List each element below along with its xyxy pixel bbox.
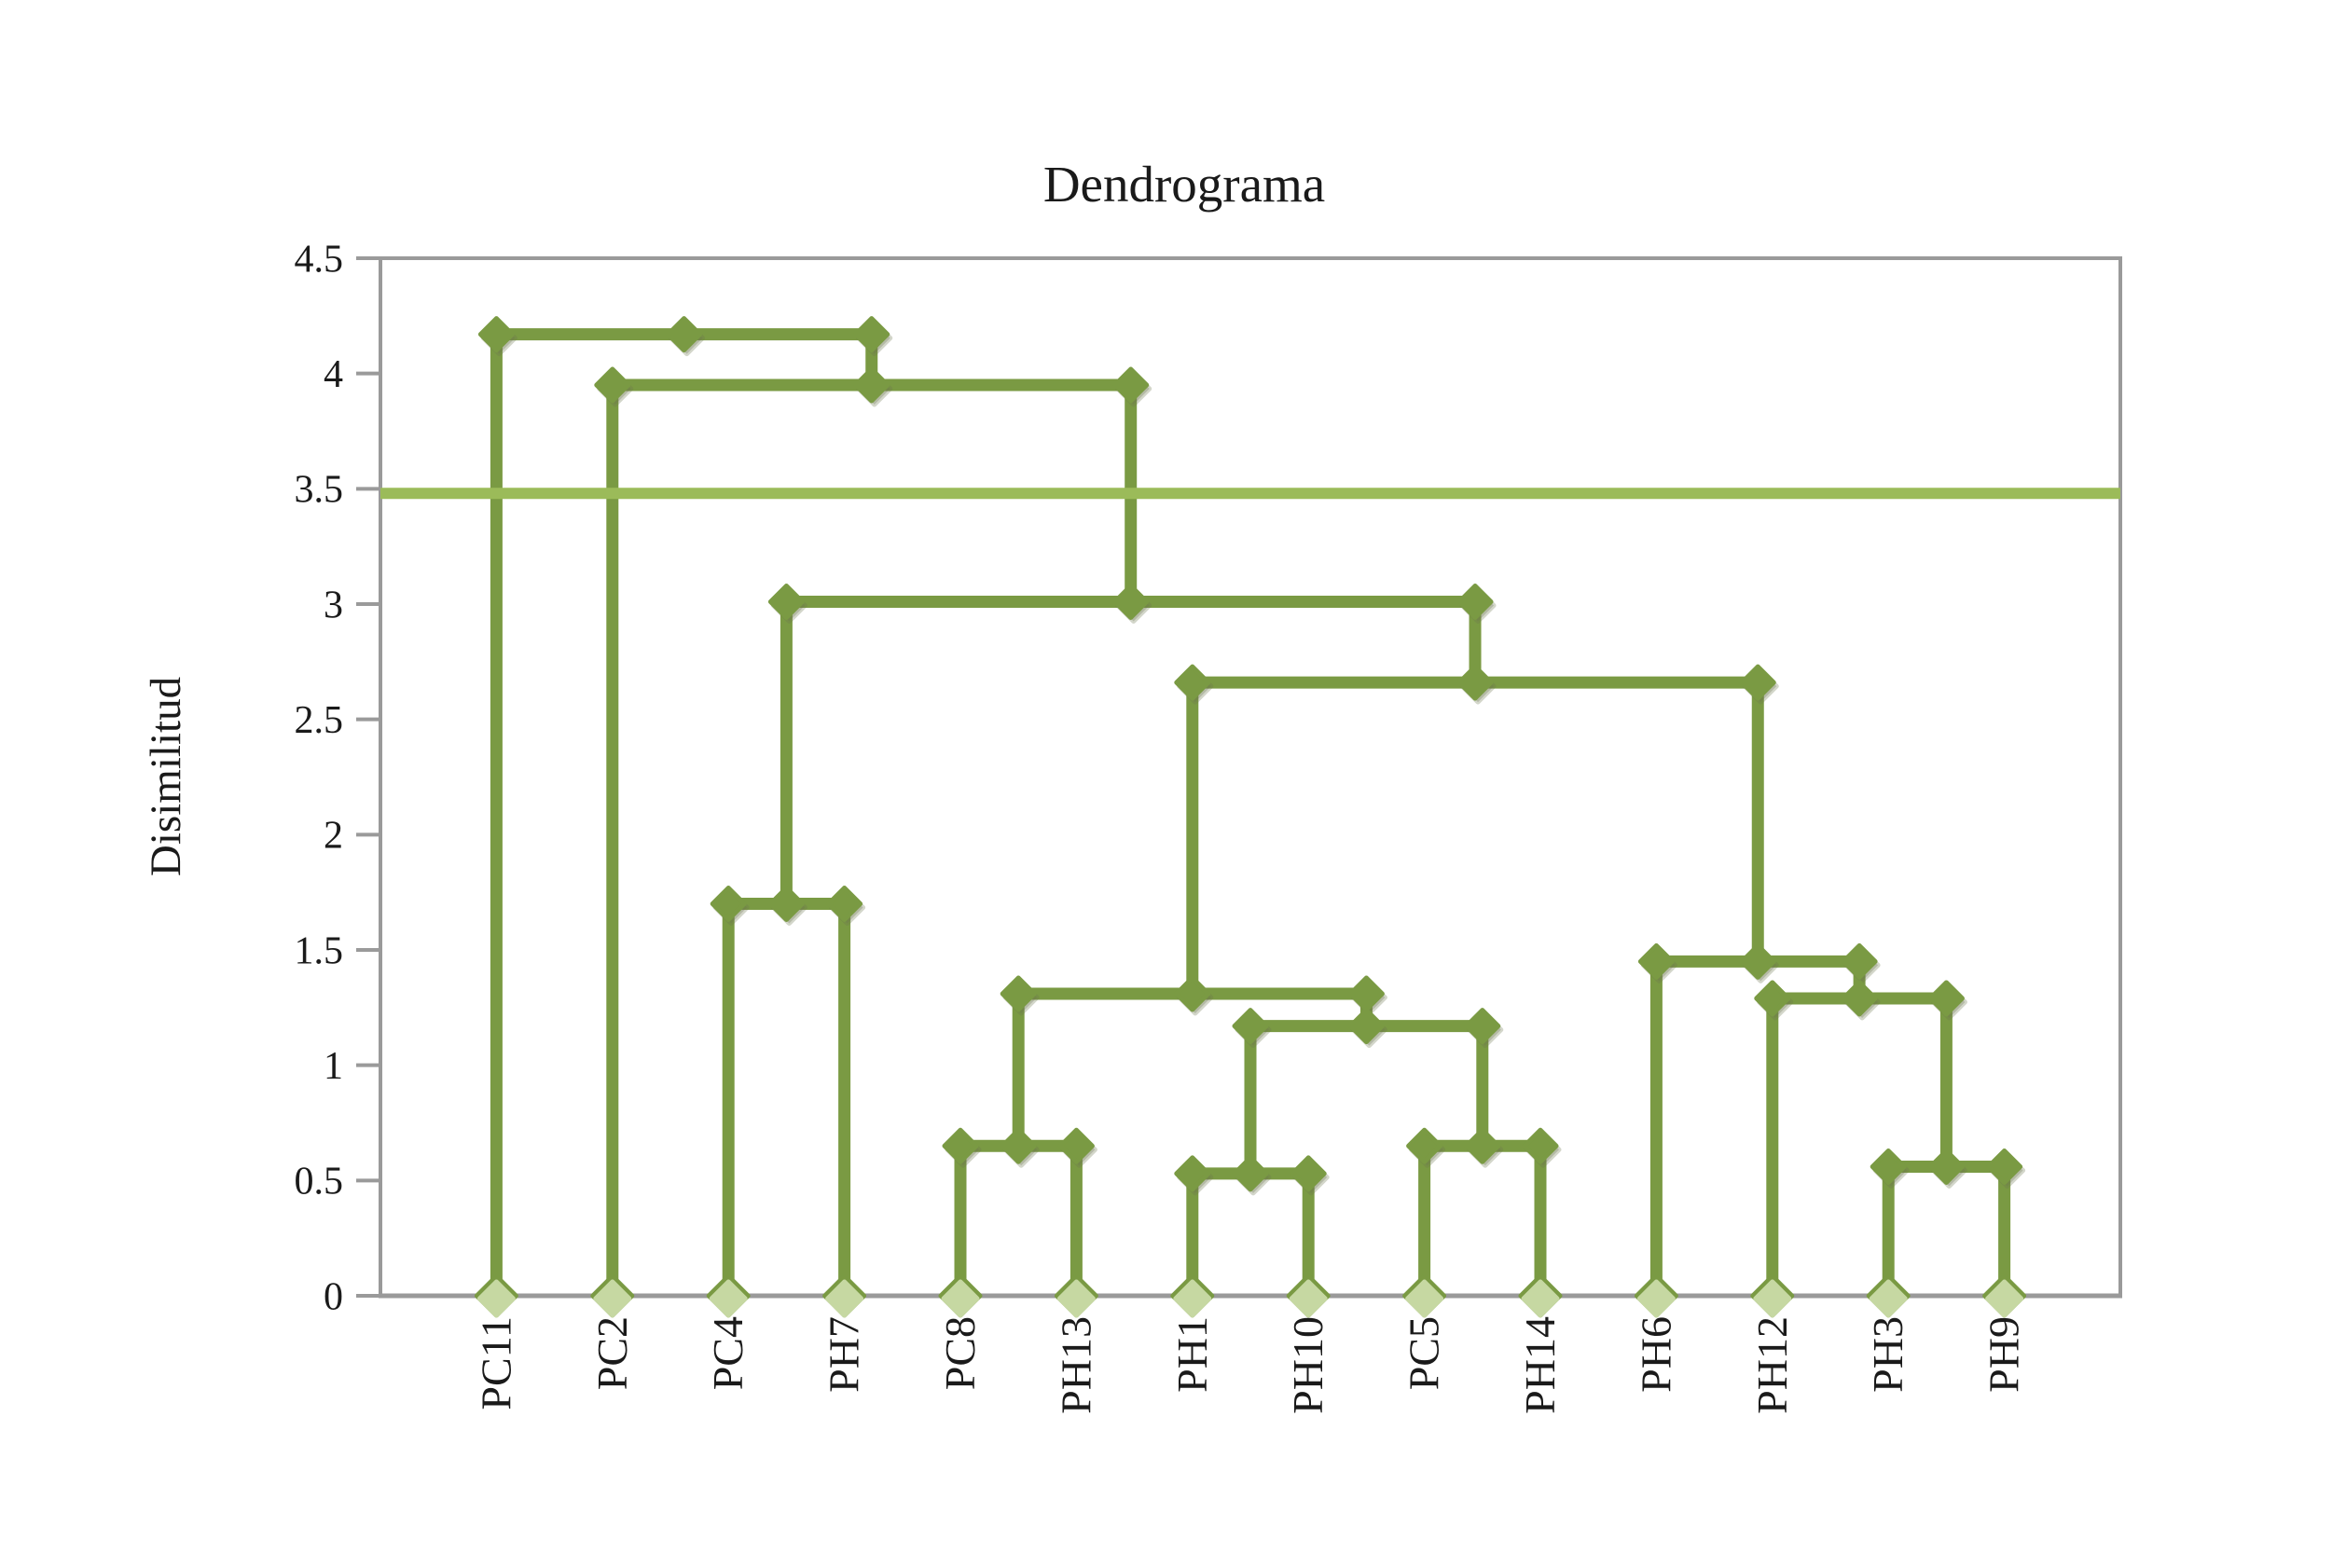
merge-node-diamond-icon [1870,1148,1907,1185]
x-leaf-label: PC2 [588,1316,636,1390]
x-leaf-label: PH14 [1516,1316,1564,1414]
merge-node-diamond-icon [1986,1148,2023,1185]
x-leaf-label: PH7 [821,1316,868,1393]
merge-node-diamond-icon [1057,1127,1095,1164]
merge-node-diamond-icon [666,316,703,353]
x-leaf-label: PH12 [1748,1316,1796,1414]
merge-node-diamond-icon [1174,1155,1211,1192]
merge-node-diamond-icon [853,366,890,404]
x-leaf-label: PC11 [472,1316,519,1410]
merge-node-diamond-icon [767,584,805,621]
merge-node-diamond-icon [594,366,631,404]
merge-node-diamond-icon [1456,664,1494,701]
merge-node-diamond-icon [1841,942,1878,980]
x-leaf-label: PC4 [704,1316,752,1390]
merge-node-diamond-icon [1347,1008,1385,1045]
y-tick-label: 1.5 [295,929,344,972]
y-tick-label: 2 [324,815,343,858]
merge-node-diamond-icon [1406,1127,1443,1164]
y-tick-label: 4 [324,353,343,396]
y-tick-label: 4.5 [295,238,344,281]
merge-node-diamond-icon [1290,1155,1327,1192]
leaf-marker-light-diamond-icon [1056,1279,1096,1318]
y-tick-label: 1 [324,1045,343,1088]
leaf-marker-light-diamond-icon [1636,1279,1676,1318]
merge-node-diamond-icon [942,1127,979,1164]
merge-node-diamond-icon [1232,1008,1269,1045]
merge-node-diamond-icon [710,886,747,923]
leaf-marker-light-diamond-icon [1521,1279,1560,1318]
x-leaf-label: PH3 [1864,1316,1911,1393]
chart-title: Dendrograma [1042,156,1326,213]
x-leaf-label: PC8 [936,1316,984,1390]
x-leaf-label: PH6 [1632,1316,1679,1393]
merge-node-diamond-icon [477,316,515,353]
x-leaf-label: PH9 [1980,1316,2028,1393]
y-tick-label: 3 [324,584,343,626]
leaf-marker-light-diamond-icon [476,1279,516,1318]
leaf-marker-light-diamond-icon [1869,1279,1908,1318]
merge-node-diamond-icon [1754,980,1791,1017]
merge-node-diamond-icon [1927,980,1965,1017]
y-axis-label: Disimilitud [142,676,190,877]
merge-node-diamond-icon [1000,1127,1037,1164]
merge-node-diamond-icon [1232,1155,1269,1192]
merge-node-diamond-icon [1739,664,1776,701]
merge-node-diamond-icon [1464,1127,1501,1164]
leaf-marker-light-diamond-icon [1173,1279,1212,1318]
y-tick-label: 0 [324,1275,343,1318]
leaf-marker-light-diamond-icon [941,1279,980,1318]
x-leaf-label: PC5 [1401,1316,1448,1390]
leaf-marker-light-diamond-icon [825,1279,864,1318]
merge-node-diamond-icon [1456,584,1494,621]
leaf-marker-light-diamond-icon [1289,1279,1328,1318]
merge-node-diamond-icon [767,886,805,923]
merge-node-diamond-icon [853,316,890,353]
merge-node-diamond-icon [1347,975,1385,1012]
merge-node-diamond-icon [1112,366,1150,404]
x-leaf-label: PH10 [1284,1316,1332,1414]
x-leaf-label: PH13 [1052,1316,1099,1414]
leaf-marker-light-diamond-icon [1405,1279,1444,1318]
y-tick-label: 0.5 [295,1161,344,1204]
merge-node-diamond-icon [1000,975,1037,1012]
merge-node-diamond-icon [826,886,863,923]
x-leaf-label: PH1 [1168,1316,1216,1393]
merge-node-diamond-icon [1464,1008,1501,1045]
leaf-marker-light-diamond-icon [1985,1279,2024,1318]
y-tick-label: 3.5 [295,469,344,512]
leaf-marker-light-diamond-icon [593,1279,632,1318]
merge-node-diamond-icon [1637,942,1675,980]
merge-node-diamond-icon [1739,942,1776,980]
merge-node-diamond-icon [1841,980,1878,1017]
merge-node-diamond-icon [1927,1148,1965,1185]
merge-node-diamond-icon [1174,664,1211,701]
leaf-marker-light-diamond-icon [1753,1279,1792,1318]
merge-node-diamond-icon [1174,975,1211,1012]
y-tick-label: 2.5 [295,699,344,742]
merge-node-diamond-icon [1522,1127,1559,1164]
leaf-marker-light-diamond-icon [709,1279,748,1318]
merge-node-diamond-icon [1112,584,1150,621]
